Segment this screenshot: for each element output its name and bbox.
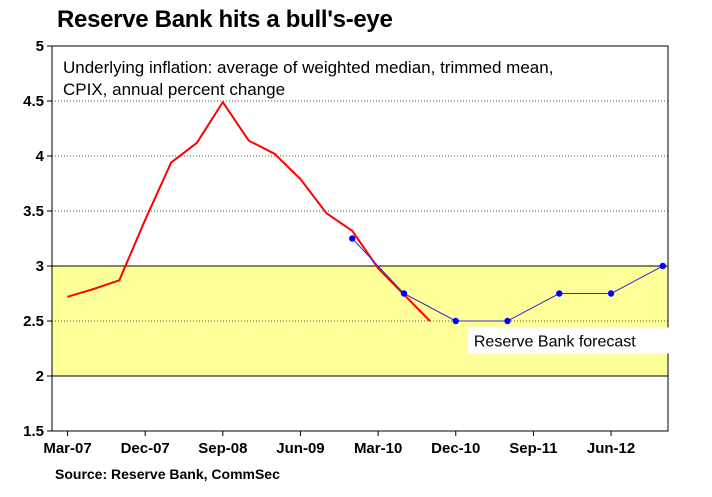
y-tick-label: 3.5 <box>23 203 44 220</box>
y-tick-label: 2.5 <box>23 313 44 330</box>
data-point <box>607 290 615 297</box>
x-tick-label: Jun-12 <box>587 440 635 457</box>
chart-subtitle-line-2: CPIX, annual percent change <box>63 80 285 99</box>
x-tick-label: Sep-08 <box>198 440 247 457</box>
chart-subtitle-line-1: Underlying inflation: average of weighte… <box>63 58 553 77</box>
y-tick-label: 2 <box>36 368 44 385</box>
forecast-label: Reserve Bank forecast <box>474 333 636 350</box>
target-band <box>52 266 668 376</box>
series-line-1 <box>67 101 431 322</box>
data-point <box>349 235 356 242</box>
data-point <box>659 262 667 270</box>
y-tick-label: 4 <box>36 148 45 165</box>
grid-lines <box>52 100 668 377</box>
data-point <box>556 290 563 297</box>
x-axis: Mar-07 Dec-07 Sep-08 Jun-09 Mar-10 Dec-10 Sep-… <box>43 431 635 457</box>
y-axis: 1.5 2 2.5 3 3.5 4 4.5 5 <box>23 38 52 440</box>
y-tick-label: 4.5 <box>23 93 44 110</box>
x-tick-label: Dec-10 <box>431 440 480 457</box>
chart-title: Reserve Bank hits a bull's-eye <box>57 6 393 33</box>
x-tick-label: Dec-07 <box>121 440 170 457</box>
y-tick-label: 5 <box>36 38 44 55</box>
y-tick-label: 1.5 <box>23 423 44 440</box>
forecast-label-box <box>467 327 692 354</box>
data-point <box>452 317 459 325</box>
plot-area-border <box>51 45 669 432</box>
chart-source: Source: Reserve Bank, CommSec <box>55 466 280 482</box>
x-tick-label: Mar-10 <box>354 440 402 457</box>
series-group <box>67 101 667 325</box>
x-tick-label: Mar-07 <box>43 440 91 457</box>
annotations: Reserve Bank forecast <box>467 327 692 354</box>
data-point <box>504 317 511 325</box>
y-tick-label: 3 <box>36 258 44 275</box>
x-tick-label: Sep-11 <box>509 440 557 457</box>
x-tick-label: Jun-09 <box>276 440 324 457</box>
data-point <box>400 290 408 297</box>
